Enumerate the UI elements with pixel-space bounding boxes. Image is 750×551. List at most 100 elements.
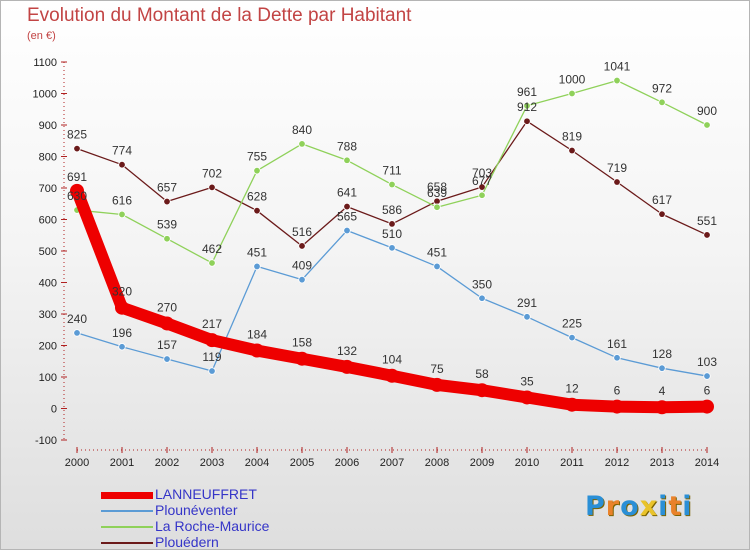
legend-swatch bbox=[101, 542, 153, 544]
data-label: 516 bbox=[292, 225, 312, 239]
data-label: 630 bbox=[67, 189, 87, 203]
data-label: 912 bbox=[517, 100, 537, 114]
data-point bbox=[658, 364, 666, 372]
x-tick-label: 2008 bbox=[425, 457, 449, 469]
data-label: 4 bbox=[659, 384, 666, 398]
data-point bbox=[613, 76, 621, 85]
data-point bbox=[478, 183, 486, 191]
logo-letter: i bbox=[682, 491, 693, 522]
data-point bbox=[208, 367, 216, 375]
data-label: 510 bbox=[382, 227, 402, 241]
data-label: 184 bbox=[247, 328, 267, 342]
data-label: 719 bbox=[607, 161, 627, 175]
data-point bbox=[115, 300, 129, 315]
data-label: 270 bbox=[157, 300, 177, 314]
data-point bbox=[433, 203, 441, 211]
data-point bbox=[163, 235, 171, 243]
data-point bbox=[253, 262, 261, 271]
x-tick-label: 2007 bbox=[380, 457, 404, 469]
data-label: 217 bbox=[202, 317, 222, 331]
data-point bbox=[250, 343, 264, 358]
y-tick-label: 200 bbox=[39, 341, 57, 353]
logo-letter: r bbox=[605, 491, 621, 522]
data-point bbox=[388, 220, 396, 228]
data-point bbox=[523, 313, 531, 321]
y-tick-label: 600 bbox=[39, 215, 57, 227]
data-label: 825 bbox=[67, 128, 87, 142]
data-point bbox=[73, 329, 81, 337]
data-label: 196 bbox=[112, 326, 132, 340]
data-point bbox=[163, 197, 171, 206]
data-label: 703 bbox=[472, 166, 492, 180]
data-label: 819 bbox=[562, 130, 582, 144]
data-point bbox=[703, 372, 711, 380]
x-tick-label: 2005 bbox=[290, 457, 314, 469]
data-point bbox=[478, 294, 486, 302]
data-point bbox=[253, 166, 261, 175]
data-point bbox=[658, 210, 666, 218]
data-point bbox=[658, 98, 666, 107]
x-tick-label: 2009 bbox=[470, 457, 494, 469]
data-label: 972 bbox=[652, 81, 672, 95]
data-point bbox=[205, 333, 219, 348]
data-point bbox=[433, 262, 441, 271]
data-label: 639 bbox=[427, 186, 447, 200]
data-point bbox=[703, 121, 711, 129]
data-labels: 8257746577026285166415866587039128197196… bbox=[67, 60, 717, 399]
x-tick-label: 2011 bbox=[560, 457, 584, 469]
data-label: 586 bbox=[382, 203, 402, 217]
x-tick-label: 2012 bbox=[605, 457, 629, 469]
data-label: 1041 bbox=[604, 60, 631, 74]
data-label: 6 bbox=[704, 384, 711, 398]
data-point bbox=[118, 210, 126, 219]
data-label: 900 bbox=[697, 104, 717, 118]
x-tick-label: 2000 bbox=[65, 457, 89, 469]
data-label: 320 bbox=[112, 285, 132, 299]
x-tick-label: 2003 bbox=[200, 457, 224, 469]
data-label: 774 bbox=[112, 144, 132, 158]
data-point bbox=[208, 259, 216, 267]
data-label: 755 bbox=[247, 150, 267, 164]
data-label: 409 bbox=[292, 259, 312, 273]
x-tick-label: 2004 bbox=[245, 457, 269, 469]
legend-label: Plouédern bbox=[155, 534, 219, 550]
data-label: 128 bbox=[652, 347, 672, 361]
x-tick-label: 2002 bbox=[155, 457, 179, 469]
data-point bbox=[298, 140, 306, 148]
data-label: 539 bbox=[157, 218, 177, 232]
data-point bbox=[430, 377, 444, 392]
y-tick-label: 800 bbox=[39, 152, 57, 164]
y-tick-label: 700 bbox=[39, 183, 57, 195]
legend-label: LANNEUFFRET bbox=[155, 486, 257, 502]
data-label: 788 bbox=[337, 139, 357, 153]
data-point bbox=[703, 231, 711, 239]
data-label: 132 bbox=[337, 344, 357, 358]
data-label: 104 bbox=[382, 353, 402, 367]
data-label: 961 bbox=[517, 85, 537, 99]
data-point bbox=[118, 343, 126, 351]
legend-swatch bbox=[101, 526, 153, 528]
data-point bbox=[343, 156, 351, 164]
data-label: 641 bbox=[337, 186, 357, 200]
y-tick-label: 300 bbox=[39, 309, 57, 321]
data-point bbox=[475, 383, 489, 398]
y-tick-label: -100 bbox=[35, 435, 57, 447]
data-point bbox=[340, 359, 354, 374]
data-point bbox=[700, 399, 714, 414]
legend-swatch bbox=[101, 492, 153, 499]
data-point bbox=[388, 180, 396, 189]
y-tick-label: 500 bbox=[39, 246, 57, 258]
data-label: 840 bbox=[292, 123, 312, 137]
chart-subtitle: (en €) bbox=[27, 30, 56, 42]
data-point bbox=[343, 226, 351, 235]
data-point bbox=[478, 191, 486, 199]
data-label: 35 bbox=[520, 374, 534, 388]
data-label: 617 bbox=[652, 193, 672, 207]
legend-label: La Roche-Maurice bbox=[155, 518, 270, 534]
data-label: 551 bbox=[697, 214, 717, 228]
data-label: 350 bbox=[472, 277, 492, 291]
data-point bbox=[568, 333, 576, 342]
data-label: 158 bbox=[292, 336, 312, 350]
data-point bbox=[295, 351, 309, 366]
